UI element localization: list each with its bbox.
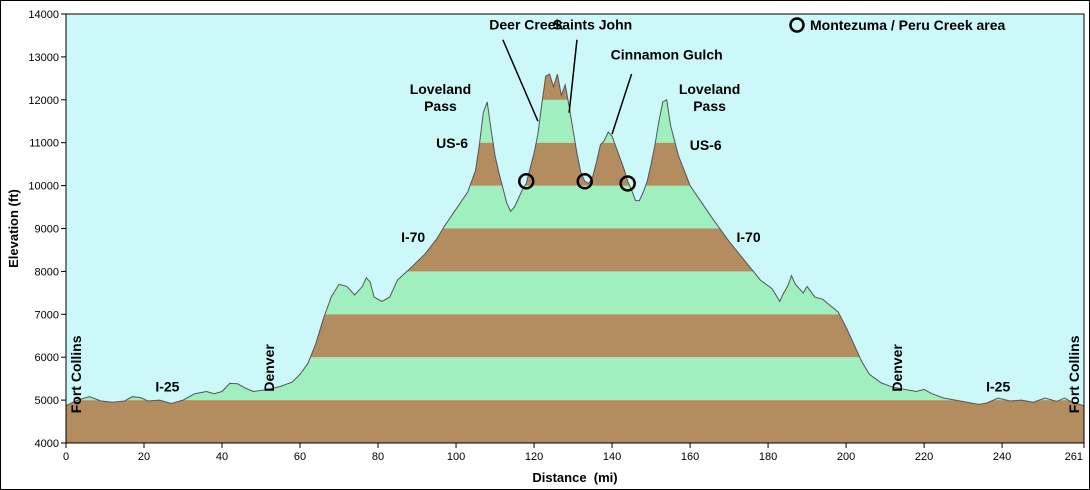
x-tick-label: 220 — [915, 451, 933, 463]
location-markers — [517, 173, 636, 192]
annotation-fc_right: Fort Collins — [1066, 335, 1082, 413]
y-tick-label: 7000 — [35, 309, 59, 321]
annotation-denver_right: Denver — [889, 344, 905, 392]
annotation-i70_left: I-70 — [401, 229, 425, 245]
elevation-band — [66, 400, 1084, 443]
annotation-i25_right: I-25 — [986, 379, 1010, 395]
x-tick-label: 261 — [1065, 451, 1083, 463]
annotation-denver_left: Denver — [261, 344, 277, 392]
y-tick-label: 9000 — [35, 224, 59, 236]
leader-line — [568, 39, 578, 113]
annotations: Fort Collins I-25 Denver I-70 US-6 Loveland Pa… — [68, 16, 1082, 413]
x-tick-label: 140 — [603, 451, 621, 463]
x-tick-label: 240 — [993, 451, 1011, 463]
x-axis-title: Distance (mi) — [532, 470, 617, 485]
x-tick-label: 180 — [759, 451, 777, 463]
annotation-saints: Saints John — [553, 16, 632, 32]
montezuma-marker — [576, 173, 594, 190]
annotation-deer: Deer Creek — [489, 16, 563, 32]
x-axis-ticks: 0 20 40 60 80 100 120 140 160 180 200 220 240 261 — [63, 443, 1085, 463]
y-tick-label: 4000 — [35, 438, 59, 450]
montezuma-marker — [517, 173, 535, 190]
y-tick-label: 8000 — [35, 266, 59, 278]
y-axis-title: Elevation (ft) — [6, 189, 21, 268]
annotation-us6_left: US-6 — [436, 135, 468, 151]
profile-outline — [65, 73, 1085, 407]
x-tick-label: 160 — [681, 451, 699, 463]
y-tick-label: 12000 — [28, 95, 59, 107]
x-tick-label: 120 — [525, 451, 543, 463]
x-tick-label: 100 — [447, 451, 465, 463]
legend-marker — [789, 17, 805, 33]
y-tick-label: 10000 — [28, 181, 59, 193]
leader-line — [611, 73, 633, 135]
legend: Montezuma / Peru Creek area — [789, 17, 1006, 33]
leader-line — [502, 39, 539, 122]
y-tick-label: 11000 — [29, 138, 59, 150]
y-tick-label: 14000 — [28, 9, 59, 21]
annotation-cinnamon: Cinnamon Gulch — [611, 46, 723, 62]
annotation-fc_left: Fort Collins — [68, 335, 84, 413]
x-tick-label: 80 — [372, 451, 384, 463]
x-tick-label: 0 — [63, 451, 69, 463]
x-tick-label: 200 — [837, 451, 855, 463]
annotation-lov_right: Loveland Pass — [679, 81, 740, 114]
y-tick-label: 5000 — [35, 395, 59, 407]
y-tick-label: 6000 — [35, 352, 59, 364]
annotation-i25_left: I-25 — [155, 379, 179, 395]
annotation-i70_right: I-70 — [737, 229, 761, 245]
x-tick-label: 20 — [138, 451, 150, 463]
x-tick-label: 60 — [294, 451, 306, 463]
y-tick-label: 13000 — [28, 52, 59, 64]
montezuma-marker — [619, 175, 636, 192]
y-axis-ticks: 4000 5000 6000 7000 8000 9000 10000 11000 12000 1… — [28, 9, 66, 450]
leader-lines — [502, 39, 633, 135]
annotation-lov_left: Loveland Pass — [410, 81, 471, 114]
annotation-us6_right: US-6 — [690, 137, 722, 153]
x-tick-label: 40 — [216, 451, 228, 463]
legend-label: Montezuma / Peru Creek area — [810, 17, 1006, 33]
